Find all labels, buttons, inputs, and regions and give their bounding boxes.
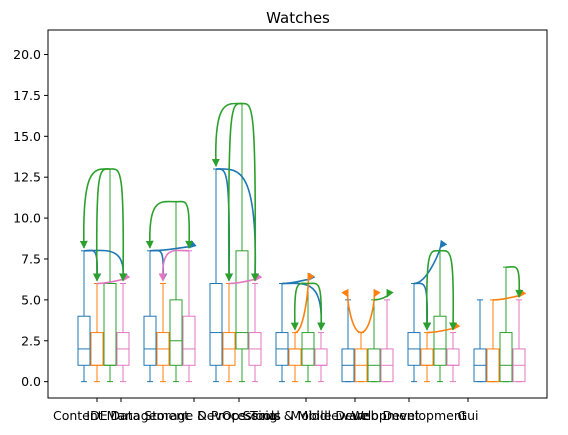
boxes-layer — [77, 103, 526, 383]
transition-arrow — [175, 200, 194, 249]
box — [486, 348, 500, 383]
box-plot — [248, 283, 262, 383]
box-plot — [169, 201, 183, 383]
box-plot — [235, 103, 249, 383]
x-tick-label: Data Storage & Processing — [110, 408, 277, 423]
x-tick-label: Social & Middleware — [243, 408, 370, 423]
y-axis: 0.0 2.5 5.0 7.5 10.0 12.5 15.0 17.5 20.0 — [13, 47, 48, 389]
y-tick-label: 7.5 — [21, 251, 41, 266]
transition-arrow — [439, 249, 458, 331]
transition-arrow — [307, 282, 326, 331]
box-plot — [209, 168, 223, 383]
transition-arrow — [149, 249, 168, 282]
box — [143, 315, 157, 366]
transition-arrow — [426, 321, 461, 334]
box — [77, 315, 91, 366]
box-plot — [446, 332, 460, 383]
transition-arrow — [83, 249, 128, 282]
box-plot — [90, 283, 104, 383]
box-plot — [380, 299, 394, 383]
box-plot — [156, 283, 170, 383]
box-plot — [486, 299, 500, 383]
box — [90, 332, 104, 366]
box-plot — [354, 332, 368, 383]
y-tick-label: 17.5 — [13, 88, 41, 103]
x-tick-label: Mobile Development — [290, 408, 419, 423]
transition-arrow — [290, 282, 309, 331]
arrows-layer — [79, 102, 527, 334]
box-plot — [420, 332, 434, 383]
box — [433, 315, 447, 366]
box-plot — [275, 283, 289, 383]
y-tick-label: 20.0 — [13, 47, 41, 62]
transition-arrow — [422, 249, 441, 331]
y-tick-label: 10.0 — [13, 211, 41, 226]
transition-arrow — [109, 168, 128, 282]
transition-arrow — [83, 249, 102, 282]
y-tick-label: 15.0 — [13, 129, 41, 144]
box — [209, 283, 223, 366]
chart-title: Watches — [266, 9, 330, 27]
box-plot — [77, 250, 91, 383]
transition-arrow — [145, 200, 177, 249]
box-plot — [367, 299, 381, 383]
box — [182, 315, 196, 366]
x-tick-label: DevOps Tools — [197, 408, 281, 423]
y-tick-label: 0.0 — [21, 374, 41, 389]
box — [499, 332, 513, 383]
box-plot — [288, 332, 302, 383]
box-plot — [512, 299, 526, 383]
box-plot — [301, 283, 315, 383]
transition-arrow — [505, 265, 524, 298]
y-tick-label: 12.5 — [13, 170, 41, 185]
transition-arrow — [294, 272, 315, 334]
x-tick-label: Web Development — [351, 408, 466, 423]
transition-arrow — [241, 102, 260, 282]
transition-arrow — [373, 288, 394, 301]
transition-arrow — [158, 249, 190, 282]
box-plot — [182, 250, 196, 383]
box-plot — [222, 283, 236, 383]
box-plot — [314, 332, 328, 383]
box — [288, 348, 302, 366]
y-tick-label: 2.5 — [21, 333, 41, 348]
x-tick-label: Content Management — [53, 408, 189, 423]
y-tick-label: 5.0 — [21, 292, 41, 307]
transition-arrow — [224, 102, 243, 282]
box-plot — [433, 250, 447, 383]
box-plot — [116, 283, 130, 383]
box — [103, 283, 117, 366]
box — [314, 348, 328, 366]
box — [420, 348, 434, 366]
transition-arrow — [92, 168, 111, 282]
box — [235, 250, 249, 350]
box-plot — [341, 299, 355, 383]
transition-arrow — [341, 288, 362, 334]
transition-arrow — [215, 168, 234, 282]
box-plot — [473, 299, 487, 383]
plot-frame — [47, 29, 548, 399]
x-tick-label: Gui — [457, 408, 478, 423]
transition-arrow — [228, 272, 263, 285]
box — [446, 348, 460, 366]
transition-arrow — [413, 282, 432, 331]
x-tick-label: IDE — [86, 408, 107, 423]
box — [169, 299, 183, 366]
transition-arrow — [360, 288, 381, 334]
box-plot — [407, 283, 421, 383]
box-plot — [103, 168, 117, 383]
box-plot — [143, 250, 157, 383]
box-plot — [499, 266, 513, 383]
